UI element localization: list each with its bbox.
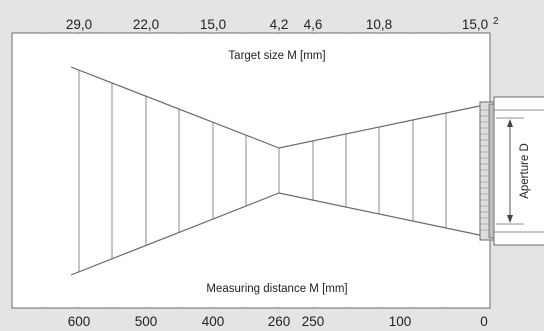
distance-value: 400 — [202, 314, 225, 329]
distance-value: 260 — [268, 314, 291, 329]
lower-mask — [13, 193, 489, 307]
target-label-bg — [218, 46, 336, 63]
sensor-lens — [488, 103, 495, 239]
target-size-value: 15,0 — [462, 17, 488, 32]
distance-values: 600 500 400 260 250 100 0 — [68, 314, 488, 329]
target-size-value: 4,2 — [270, 17, 289, 32]
distance-value: 500 — [135, 314, 158, 329]
upper-beam-line — [70, 66, 490, 149]
arrow-up-icon — [507, 119, 513, 127]
lower-beam-line — [70, 192, 490, 276]
target-size-value: 10,8 — [366, 17, 392, 32]
upper-mask — [13, 34, 489, 148]
target-size-label: Target size M [mm] — [228, 50, 325, 62]
target-size-value: 15,0 — [200, 17, 226, 32]
target-size-value: 22,0 — [133, 17, 159, 32]
footnote-marker: 2 — [493, 16, 499, 27]
arrow-down-icon — [507, 215, 513, 223]
sensor-device — [479, 96, 544, 246]
distance-label-bg — [192, 279, 362, 296]
left-clear-area — [13, 67, 71, 275]
sensor-body — [493, 96, 544, 246]
target-size-value: 29,0 — [66, 17, 92, 32]
distance-value: 100 — [389, 314, 412, 329]
distance-value: 0 — [480, 314, 488, 329]
target-size-value: 4,6 — [304, 17, 323, 32]
distance-value: 600 — [68, 314, 91, 329]
target-size-values: 29,0 22,0 15,0 4,2 4,6 10,8 15,0 — [66, 17, 488, 32]
measuring-distance-label: Measuring distance M [mm] — [206, 283, 347, 295]
aperture-label: Aperture D — [519, 143, 531, 199]
distance-value: 250 — [302, 314, 325, 329]
